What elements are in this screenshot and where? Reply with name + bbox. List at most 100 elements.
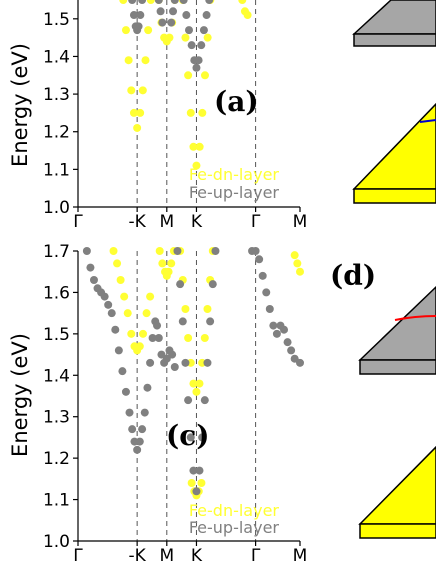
- y-tick-label-5: 1.5: [43, 325, 70, 345]
- up-point-11: [121, 387, 130, 396]
- up-point-2: [89, 276, 98, 284]
- x-tick-label-3: K: [191, 546, 203, 564]
- up-point-59: [296, 358, 304, 367]
- up-point-56: [283, 338, 292, 347]
- up-point-24: [154, 334, 163, 342]
- panel-a-label: (a): [214, 85, 259, 118]
- y-tick-label-4: 1.4: [43, 47, 70, 67]
- dn-point-3: [120, 292, 129, 301]
- dn-point-15: [165, 33, 174, 42]
- up-point-32: [176, 280, 185, 289]
- up-point-1: [129, 11, 138, 20]
- y-tick-label-7: 1.7: [43, 242, 70, 262]
- slab-yellow-lower: [358, 445, 436, 539]
- dn-point-0: [119, 0, 128, 4]
- x-tick-label-4: Γ: [251, 212, 261, 232]
- up-point-12: [125, 408, 134, 417]
- x-tick-label-0: Γ: [73, 546, 83, 564]
- dn-point-8: [141, 56, 150, 65]
- panel-c-chart: 1.01.11.21.31.41.51.61.7Γ -K M K Γ M Energy (…: [8, 242, 307, 564]
- dn-point-6: [136, 108, 145, 117]
- dn-point-31: [243, 11, 252, 20]
- up-point-18: [140, 408, 149, 417]
- panel-c-ylabel: Energy (eV): [8, 333, 32, 457]
- dn-point-9: [139, 329, 148, 338]
- up-point-43: [206, 317, 215, 326]
- y-tick-label-4: 1.4: [43, 366, 70, 386]
- up-point-14: [197, 41, 206, 50]
- up-point-8: [182, 11, 191, 20]
- x-tick-label-0: Γ: [73, 212, 83, 232]
- dn-point-36: [197, 479, 206, 487]
- y-tick-label-0: 1.0: [43, 532, 70, 552]
- up-point-50: [262, 288, 271, 297]
- dn-point-28: [200, 334, 209, 342]
- up-point-10: [118, 367, 127, 376]
- up-point-34: [181, 358, 190, 367]
- dn-point-27: [203, 33, 212, 42]
- y-tick-label-2: 1.2: [43, 449, 70, 469]
- x-tick-label-1: -K: [128, 212, 146, 232]
- dn-point-5: [127, 329, 136, 338]
- up-point-16: [135, 437, 144, 446]
- up-point-10: [187, 41, 196, 50]
- up-point-23: [170, 0, 179, 4]
- up-point-15: [199, 26, 208, 35]
- up-point-55: [280, 325, 289, 334]
- dn-point-24: [195, 142, 204, 151]
- up-point-22: [169, 7, 178, 16]
- up-point-45: [211, 247, 220, 255]
- up-point-44: [208, 280, 217, 289]
- dn-point-12: [155, 247, 164, 255]
- up-point-17: [138, 425, 147, 434]
- up-point-0: [128, 0, 137, 4]
- panel-a-legend-dn: Fe-dn-layer: [189, 165, 280, 184]
- panel-a-legend-up: Fe-up-layer: [189, 183, 280, 202]
- up-point-19: [156, 7, 165, 16]
- up-point-42: [203, 358, 212, 367]
- y-tick-label-3: 1.3: [43, 85, 70, 105]
- up-point-40: [198, 433, 207, 442]
- dn-point-21: [186, 108, 195, 117]
- up-point-13: [194, 56, 203, 65]
- up-point-1: [86, 263, 95, 272]
- slab-grey-lower: [358, 285, 436, 375]
- up-point-23: [153, 321, 162, 330]
- x-tick-label-1: -K: [128, 546, 146, 564]
- up-point-31: [173, 247, 182, 255]
- up-point-48: [255, 255, 264, 264]
- up-point-53: [272, 329, 281, 338]
- dn-point-29: [238, 0, 247, 4]
- up-point-30: [170, 363, 179, 371]
- up-point-51: [265, 305, 274, 313]
- dn-point-9: [144, 26, 153, 35]
- dn-point-24: [189, 379, 198, 388]
- up-point-4: [134, 22, 143, 31]
- up-point-57: [287, 346, 296, 355]
- y-tick-label-1: 1.1: [43, 491, 70, 511]
- panel-c-legend-dn: Fe-dn-layer: [189, 501, 280, 520]
- dn-point-29: [203, 305, 212, 313]
- dn-point-37: [290, 251, 299, 260]
- dn-point-10: [146, 0, 155, 4]
- up-point-29: [168, 350, 177, 359]
- up-point-16: [202, 11, 211, 20]
- up-point-5: [100, 292, 109, 301]
- up-point-47: [251, 247, 260, 255]
- dn-point-23: [192, 161, 201, 170]
- dn-point-7: [138, 86, 147, 95]
- dn-point-39: [296, 267, 304, 276]
- up-point-13: [128, 425, 137, 434]
- red-line: [394, 315, 436, 321]
- y-tick-label-6: 1.6: [43, 283, 70, 303]
- panel-c-label: (c): [166, 419, 210, 452]
- dn-point-21: [181, 305, 190, 313]
- dn-point-3: [127, 86, 136, 95]
- up-point-52: [269, 321, 278, 330]
- up-point-20: [158, 18, 167, 27]
- dn-point-2: [116, 276, 125, 284]
- dn-point-22: [184, 334, 193, 342]
- up-point-21: [148, 334, 157, 342]
- dn-point-16: [164, 267, 173, 276]
